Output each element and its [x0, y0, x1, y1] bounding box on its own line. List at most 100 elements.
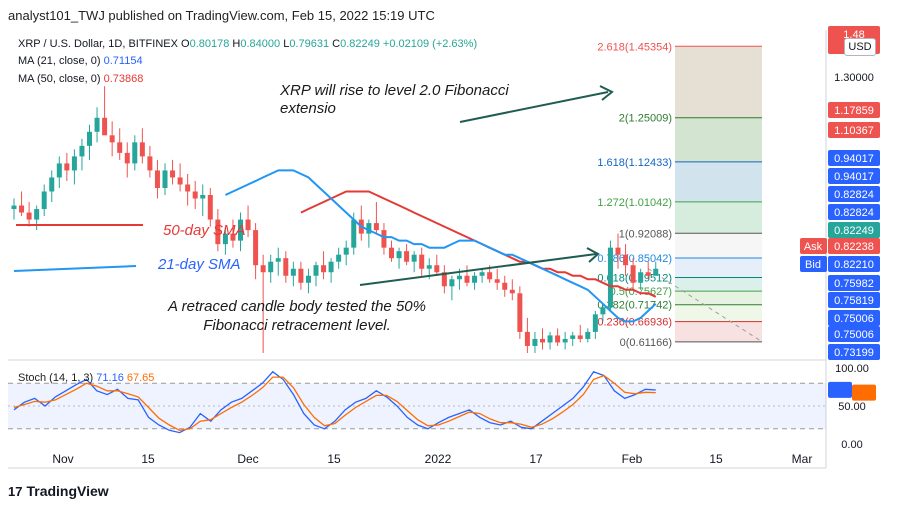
price-label: 0.82249 — [834, 225, 874, 237]
candle-body — [200, 195, 206, 199]
ohlc-legend: XRP / U.S. Dollar, 1D, BITFINEX O0.80178… — [18, 38, 477, 50]
price-tag-ask: Ask — [804, 241, 823, 253]
candle-body — [222, 233, 228, 245]
stoch-legend[interactable]: Stoch (14, 1, 3) 71.16 67.65 — [18, 372, 154, 384]
candle-body — [170, 170, 176, 178]
tradingview-footer[interactable]: 17 TradingView — [8, 483, 109, 499]
candle-body — [283, 258, 289, 276]
candle-body — [509, 289, 515, 294]
candle-body — [524, 331, 530, 346]
candle-body — [87, 131, 92, 146]
ma21-legend[interactable]: MA (21, close, 0) 0.71154 — [18, 55, 143, 67]
price-label-bg — [828, 186, 880, 202]
change-value: +0.02109 (+2.63%) — [382, 38, 478, 50]
candle-body — [313, 265, 319, 276]
candle-body — [139, 142, 145, 157]
candle-body — [177, 177, 183, 185]
ma21-label: MA (21, close, 0) — [18, 55, 101, 67]
fib-zone-1.618 — [675, 161, 762, 202]
fib-zone-0.382 — [675, 304, 762, 322]
annotation-arrows — [359, 85, 614, 286]
price-label-bg — [828, 168, 880, 184]
candle-body — [441, 272, 447, 287]
publisher-line: analyst101_TWJ published on TradingView.… — [8, 8, 435, 23]
candle-body — [396, 251, 402, 259]
close-label: C — [332, 38, 341, 50]
sma21-annotation: 21-day SMA — [158, 256, 241, 273]
candle-body — [570, 335, 576, 339]
candle-body — [555, 335, 561, 343]
time-axis: Nov 15 Dec 15 2022 17 Feb 15 Mar — [52, 452, 812, 466]
price-label: 0.94017 — [834, 171, 874, 183]
price-label: 1.17859 — [834, 105, 874, 117]
fib-zone-0.618 — [675, 277, 762, 292]
annotation-retrace: A retraced candle body tested the 50% Fi… — [168, 298, 426, 334]
ma21-line — [224, 169, 657, 323]
open-label: O — [181, 38, 190, 50]
fib-label-0: 0(0.61166) — [620, 337, 672, 349]
candle-body — [600, 307, 606, 315]
candle-body — [464, 275, 470, 283]
ma50-legend[interactable]: MA (50, close, 0) 0.73868 — [18, 73, 143, 85]
currency-badge[interactable]: USD — [844, 38, 876, 56]
price-label-bg — [828, 238, 880, 254]
price-label: 0.82824 — [834, 207, 874, 219]
fib-zone-2.618 — [675, 46, 762, 118]
stoch-k-value: 71.16 — [96, 372, 124, 384]
time-axis-tick: 2022 — [425, 452, 452, 466]
candle-body — [34, 209, 40, 220]
footer-brand: TradingView — [26, 483, 109, 499]
arrow-rise — [459, 91, 609, 123]
time-axis-tick: 15 — [141, 452, 155, 466]
candle-body — [147, 156, 153, 171]
price-label-bg — [828, 344, 880, 360]
candle-body — [607, 247, 613, 308]
candle-body — [102, 117, 108, 136]
candle-body — [532, 338, 538, 346]
candle-body — [19, 205, 25, 213]
candle-body — [373, 223, 379, 231]
candle-body — [215, 219, 221, 245]
fib-zone-0.236 — [675, 321, 762, 342]
candle-body — [260, 265, 266, 273]
symbol-label[interactable]: XRP / U.S. Dollar, 1D, BITFINEX — [18, 38, 178, 50]
candle-body — [592, 314, 598, 332]
price-label: 0.94017 — [834, 153, 874, 165]
price-tag-bid: Bid — [805, 259, 821, 271]
candle-body — [298, 268, 304, 283]
candle-body — [290, 268, 296, 276]
candle-body — [411, 254, 417, 262]
candle-body — [71, 156, 77, 171]
high-label: H — [232, 38, 241, 50]
candle-body — [94, 117, 100, 132]
candle-body — [109, 135, 115, 143]
candle-body — [132, 142, 138, 164]
price-tag-bg — [800, 256, 827, 272]
high-value: 0.84000 — [240, 38, 281, 50]
ma21-value: 0.71154 — [103, 55, 143, 67]
price-axis-tick: 1.30000 — [834, 72, 874, 84]
stoch-d-value: 67.65 — [126, 372, 155, 384]
fib-label-0.236: 0.236(0.66936) — [597, 317, 672, 329]
candle-body — [434, 265, 440, 273]
stoch-axis-tick: 100.00 — [835, 363, 869, 375]
candle-body — [238, 219, 243, 241]
ma50-label: MA (50, close, 0) — [18, 73, 101, 85]
candle-body — [381, 230, 387, 248]
price-label-bg — [828, 150, 880, 166]
time-axis-tick: Mar — [792, 452, 813, 466]
candle-body — [64, 163, 70, 171]
projection-dashed-line — [647, 268, 763, 343]
candle-body — [192, 191, 198, 199]
price-label-bg — [828, 326, 880, 342]
fib-zone-0.786 — [675, 258, 762, 278]
fib-label-2: 2(1.25009) — [619, 113, 672, 125]
candle-body — [49, 177, 55, 192]
candle-body — [577, 335, 583, 339]
candle-body — [404, 251, 410, 262]
sma21-sample-line — [13, 265, 137, 272]
fib-label-1.618: 1.618(1.12433) — [597, 157, 672, 169]
arrow-retrace-head — [586, 247, 600, 263]
stoch-d-badge — [852, 384, 876, 401]
